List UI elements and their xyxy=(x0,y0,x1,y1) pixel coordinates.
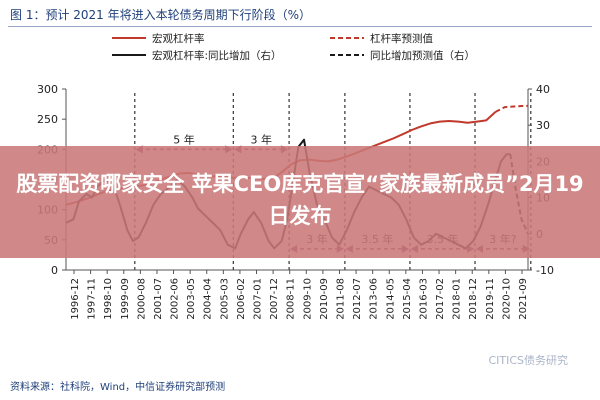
cycle-label: 5 年 xyxy=(173,132,195,146)
legend-label: 宏观杠杆率:同比增加（右） xyxy=(152,49,282,62)
cycle-label: 3 年 xyxy=(250,132,272,146)
x-tick-label: 2005-03 xyxy=(219,278,230,320)
x-tick-label: 2003-05 xyxy=(186,278,197,320)
x-tick-label: 2011-08 xyxy=(335,278,346,320)
x-tick-label: 2009-10 xyxy=(302,278,313,320)
right-tick-label: 30 xyxy=(536,119,550,132)
x-tick-label: 2019-11 xyxy=(485,278,496,320)
x-tick-label: 2013-06 xyxy=(369,278,380,320)
watermark-text: CITICS债务研究 xyxy=(488,354,568,367)
banner-headline: 股票配资哪家安全 苹果CEO库克官宣“家族最新成员”2月19日发布 xyxy=(16,172,584,228)
right-tick-label: 40 xyxy=(536,83,550,96)
x-tick-label: 2002-06 xyxy=(170,278,181,320)
left-tick-label: 300 xyxy=(37,83,58,96)
figure-title: 图 1：预计 2021 年将进入本轮债务周期下行阶段（%） xyxy=(10,8,312,22)
overlay-banner xyxy=(0,146,600,258)
left-tick-label: 0 xyxy=(51,264,58,277)
x-tick-label: 1999-09 xyxy=(120,278,131,320)
x-tick-label: 2010-09 xyxy=(319,278,330,320)
x-tick-label: 2021-09 xyxy=(518,278,529,320)
legend-label: 杠杆率预测值 xyxy=(370,32,433,45)
x-tick-label: 1997-11 xyxy=(87,278,98,320)
right-tick-label: -10 xyxy=(536,264,554,277)
x-tick-label: 1996-12 xyxy=(70,278,81,320)
x-tick-label: 2014-05 xyxy=(385,278,396,320)
x-tick-label: 2017-02 xyxy=(435,278,446,320)
figure-source: 资料来源：社科院，Wind，中信证券研究部预测 xyxy=(10,382,226,393)
title-divider xyxy=(8,26,592,27)
left-tick-label: 250 xyxy=(37,113,58,126)
x-tick-label: 2008-11 xyxy=(286,278,297,320)
x-tick-label: 2004-04 xyxy=(203,278,214,320)
x-tick-label: 2007-01 xyxy=(253,278,264,320)
legend-label: 宏观杠杆率 xyxy=(152,32,205,45)
x-tick-label: 2015-04 xyxy=(402,278,413,320)
x-tick-label: 2012-07 xyxy=(352,278,363,320)
series-line-2 xyxy=(495,104,528,113)
x-tick-label: 2018-01 xyxy=(452,278,463,320)
x-tick-label: 2018-12 xyxy=(468,278,479,320)
x-tick-label: 2000-08 xyxy=(136,278,147,320)
x-tick-label: 2007-12 xyxy=(269,278,280,320)
x-tick-label: 2020-10 xyxy=(501,278,512,320)
x-tick-label: 1998-10 xyxy=(103,278,114,320)
x-tick-label: 2016-03 xyxy=(418,278,429,320)
x-tick-label: 2006-02 xyxy=(236,278,247,320)
legend-label: 同比增加预测值（右） xyxy=(370,49,475,62)
x-tick-label: 2001-07 xyxy=(153,278,164,320)
